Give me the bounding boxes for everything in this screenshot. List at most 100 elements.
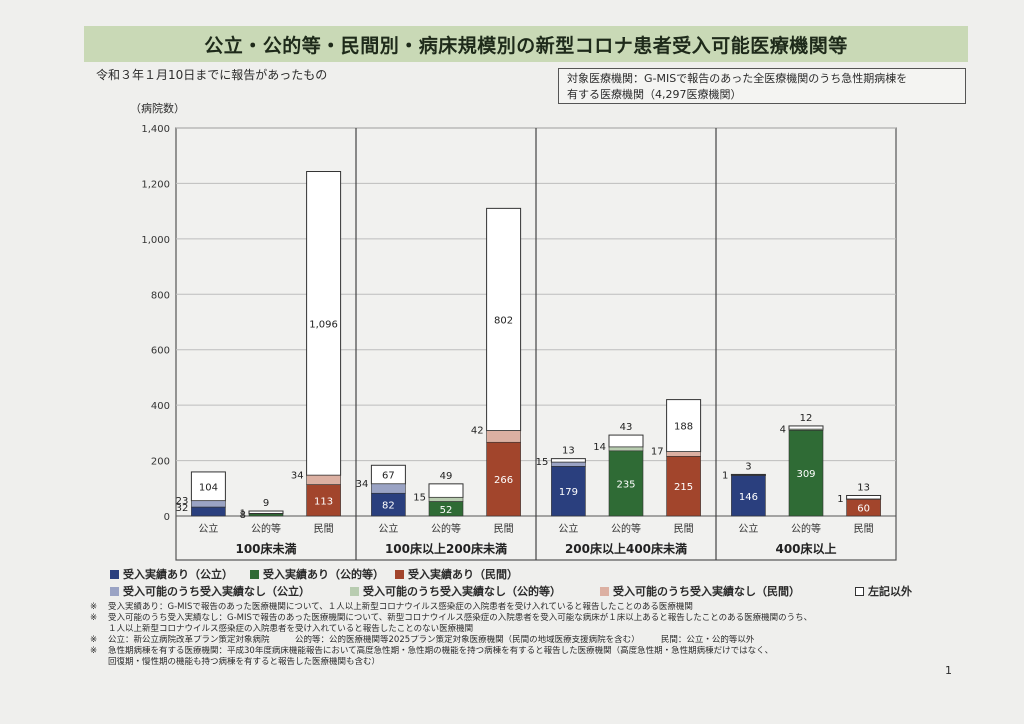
bar-segment-accept [846,499,881,517]
x-tick-label: 公的等 [611,522,641,535]
bar-segment-other [550,458,586,463]
bar-segment-noaccept [371,483,406,494]
footnote-text: 受入可能のうち受入実績なし：G-MISで報告のあった医療機関について、新型コロナ… [108,613,813,623]
x-tick-label: 民間 [854,523,874,535]
footnote: ※ 急性期病棟を有する医療機関：平成30年度病床機能報告において高度急性期・急性期… [90,646,970,657]
data-label-other: 188 [674,422,693,433]
y-tick-label: 1,200 [141,179,170,190]
data-label-noaccept: 34 [291,470,304,481]
y-tick-label: 200 [151,457,170,468]
bar-segment-accept [191,506,226,517]
y-tick-label: 800 [151,290,170,301]
data-label-noaccept: 17 [651,447,664,458]
group-label: 400床以上 [775,541,836,556]
footnote-text: １人以上新型コロナウイルス感染症の入院患者を受け入れていると報告したことのない医… [108,624,474,634]
bar-segment-other [486,207,522,432]
data-label-noaccept: 42 [471,426,484,437]
bar-segment-noaccept [486,430,521,443]
bar-segment-noaccept [306,474,341,485]
x-tick-label: 民間 [314,523,334,535]
bar-segment-noaccept [608,446,644,452]
legend-label-private-accept: 受入実績あり（民間） [408,568,518,581]
footnote: ※ 受入実績あり：G-MISで報告のあった医療機関について、１人以上新型コロナウイ… [90,602,970,613]
bar-segment-accept [666,456,701,517]
x-tick-label: 公立 [198,522,218,535]
legend-item-public-accept: 受入実績あり（公立） [110,566,233,582]
bar-segment-accept [551,466,586,517]
footnote: ※ 受入可能のうち受入実績なし：G-MISで報告のあった医療機関について、新型コロ… [90,613,970,624]
data-label-other: 67 [382,471,395,482]
bar-segment-noaccept [428,497,464,502]
legend-swatch-other [855,586,864,596]
legend-item-quasi-accept: 受入実績あり（公的等） [250,566,384,582]
legend-swatch-private-noaccept [600,586,609,596]
group-label: 100床未満 [235,541,296,556]
report-date-note: 令和３年１月10日までに報告があったもの [96,68,328,82]
footnote: ※ 公立：新公立病院改革プラン策定対象病院 公的等：公的医療機関等2025プラン策… [90,635,970,646]
footnote-text: 公立：新公立病院改革プラン策定対象病院 公的等：公的医療機関等2025プラン策定… [108,635,755,645]
bar-segment-accept [788,430,824,517]
data-label-accept: 60 [857,504,870,515]
x-tick-label: 公的等 [791,522,821,535]
legend-swatch-public-noaccept [110,586,119,596]
bar-segment-other [788,425,824,430]
x-tick-label: 公的等 [251,522,281,535]
y-axis-label: （病院数） [130,102,185,115]
bar-segment-noaccept [191,500,226,508]
data-label-accept: 146 [739,492,758,503]
data-label-accept: 52 [440,505,453,516]
y-tick-label: 1,000 [141,235,170,246]
bar-segment-accept [608,450,644,517]
legend-swatch-quasi-noaccept [350,586,359,596]
group-label: 200床以上400床未満 [565,541,687,556]
legend-item-other: 左記以外 [855,583,912,599]
bar-segment-other [846,494,882,500]
data-label-accept: 32 [176,503,189,514]
legend-item-private-accept: 受入実績あり（民間） [395,566,518,582]
footnote: 回復期・慢性期の機能も持つ病棟を有すると報告した医療機関も含む） [90,657,970,668]
footnote-mark: ※ [90,635,98,645]
data-label-noaccept: 4 [780,424,786,435]
data-label-accept: 215 [674,482,693,493]
footnote-text: 急性期病棟を有する医療機関：平成30年度病床機能報告において高度急性期・急性期の… [108,646,774,656]
data-label-noaccept: 1 [722,470,728,481]
data-label-accept: 82 [382,501,395,512]
bar-segment-accept [306,484,341,517]
x-tick-label: 公立 [738,522,758,535]
bar-segment-accept [248,513,284,517]
bar-segment-noaccept [666,451,701,457]
data-label-accept: 179 [559,487,578,498]
x-tick-label: 公的等 [431,522,461,535]
y-tick-label: 400 [151,401,170,412]
target-institutions-box: 対象医療機関：G-MISで報告のあった全医療機関のうち急性期病棟を 有する医療機… [558,68,966,104]
data-label-noaccept: 14 [593,442,606,453]
legend-label-quasi-noaccept: 受入可能のうち受入実績なし（公的等） [363,585,561,598]
data-label-other: 802 [494,316,513,327]
page-number: 1 [945,664,952,677]
footnotes: ※ 受入実績あり：G-MISで報告のあった医療機関について、１人以上新型コロナウイ… [90,602,970,668]
bar-segment-noaccept [551,461,586,467]
footnote-text: 回復期・慢性期の機能も持つ病棟を有すると報告した医療機関も含む） [108,657,381,667]
data-label-accept: 266 [494,475,513,486]
data-label-noaccept: 1 [837,494,843,505]
data-label-other: 12 [800,413,813,424]
data-label-accept: 8 [240,510,246,521]
bar-segment-other [428,483,464,498]
x-tick-label: 公立 [378,522,398,535]
data-label-noaccept: 1 [240,509,246,520]
legend-item-quasi-noaccept: 受入可能のうち受入実績なし（公的等） [350,583,561,599]
bar-segment-accept [486,441,521,517]
stacked-bar-chart: 02004006008001,0001,2001,400100床未満公立3223… [141,124,897,561]
data-label-noaccept: 34 [356,479,369,490]
data-label-other: 49 [440,471,453,482]
data-label-accept: 309 [796,469,815,480]
footnote-text: 受入実績あり：G-MISで報告のあった医療機関について、１人以上新型コロナウイル… [108,602,693,612]
y-tick-label: 0 [164,512,170,523]
bar-segment-other [608,434,644,448]
data-label-accept: 235 [616,479,635,490]
target-box-line-2: 有する医療機関（4,297医療機関） [567,88,742,101]
data-label-other: 1,096 [309,319,338,330]
data-label-noaccept: 23 [176,496,189,507]
data-label-other: 13 [857,482,870,493]
data-label-noaccept: 15 [413,492,426,503]
